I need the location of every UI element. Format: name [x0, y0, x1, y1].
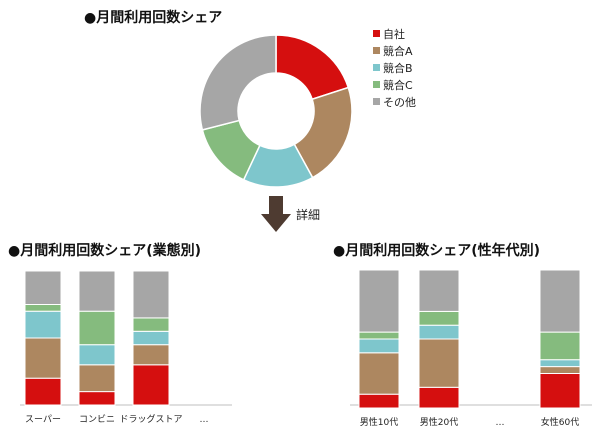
detail-indicator: 詳細	[261, 196, 320, 232]
x-tick-label: 男性10代	[360, 416, 398, 428]
bar-segment	[539, 269, 581, 333]
bar-segment	[24, 304, 62, 312]
legend-swatch	[373, 81, 380, 88]
x-tick-label: …	[496, 418, 505, 428]
down-arrow-icon	[261, 196, 291, 232]
x-tick-label: ドラッグストア	[119, 413, 182, 425]
bar-segment	[418, 310, 460, 326]
bar-segment	[539, 373, 581, 409]
detail-label: 詳細	[296, 207, 320, 222]
bar-segment	[78, 310, 116, 346]
legend-label: その他	[383, 96, 416, 109]
bar-segment	[132, 317, 170, 332]
donut-slice	[275, 34, 350, 101]
bar-segment	[78, 270, 116, 312]
bar-segment	[539, 359, 581, 368]
legend-swatch	[373, 30, 380, 37]
bar-segment	[358, 352, 400, 395]
bar-segment	[358, 331, 400, 340]
bar-segment	[418, 324, 460, 340]
legend-label: 競合B	[383, 61, 413, 75]
bar-segment	[358, 393, 400, 409]
legend-swatch	[373, 64, 380, 71]
bar-segment	[132, 344, 170, 366]
bar-segment	[418, 386, 460, 409]
bar-segment	[78, 364, 116, 393]
legend-label: 競合A	[383, 44, 413, 58]
x-tick-label: コンビニ	[79, 414, 115, 425]
demographic-stacked-bar-chart: ●月間利用回数シェア(性年代別) 男性10代 男性20代 … 女性60代	[333, 242, 592, 428]
bar-segment	[24, 377, 62, 406]
bar-segment	[132, 364, 170, 406]
x-tick-label: …	[200, 415, 209, 425]
bar-segment	[418, 269, 460, 312]
bar-segment	[418, 338, 460, 388]
bar-segment	[539, 331, 581, 361]
format-tick-labels: スーパー コンビニ ドラッグストア …	[25, 413, 208, 425]
format-stacked-bar-chart: ●月間利用回数シェア(業態別) スーパー コンビニ ドラッグストア …	[8, 242, 232, 425]
bar-segment	[24, 270, 62, 305]
bar-segment	[358, 338, 400, 354]
format-chart-title: ●月間利用回数シェア(業態別)	[8, 242, 201, 259]
bar-segment	[24, 310, 62, 339]
legend-swatch	[373, 47, 380, 54]
bar-segment	[78, 391, 116, 406]
bar-segment	[358, 269, 400, 333]
demographic-bars	[358, 269, 581, 409]
x-tick-label: 女性60代	[541, 416, 579, 428]
bar-segment	[539, 366, 581, 375]
bar-segment	[78, 344, 116, 366]
format-bars	[24, 270, 170, 406]
bar-segment	[24, 337, 62, 379]
legend-label: 自社	[383, 27, 405, 41]
bar-segment	[132, 330, 170, 346]
demographic-tick-labels: 男性10代 男性20代 … 女性60代	[360, 416, 579, 428]
legend-label: 競合C	[383, 78, 413, 92]
legend-swatch	[373, 98, 380, 105]
bar-segment	[132, 270, 170, 319]
donut-slices	[199, 34, 353, 188]
pie-chart-title: ●月間利用回数シェア	[84, 9, 222, 26]
demographic-chart-title: ●月間利用回数シェア(性年代別)	[333, 242, 540, 259]
donut-slice	[199, 34, 277, 131]
x-tick-label: 男性20代	[420, 416, 458, 428]
x-tick-label: スーパー	[25, 414, 61, 425]
